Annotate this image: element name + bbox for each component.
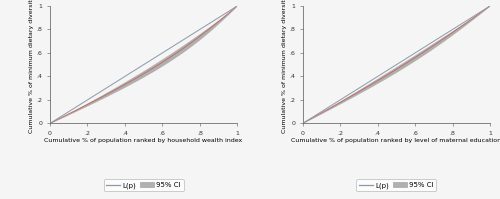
Legend: L(p), 95% CI: L(p), 95% CI bbox=[104, 179, 184, 191]
Y-axis label: Cumulative % of minimum dietary diversity: Cumulative % of minimum dietary diversit… bbox=[282, 0, 287, 133]
Legend: L(p), 95% CI: L(p), 95% CI bbox=[356, 179, 436, 191]
X-axis label: Cumulative % of population ranked by household wealth index: Cumulative % of population ranked by hou… bbox=[44, 138, 242, 143]
Y-axis label: Cumulative % of minimum dietary diversity: Cumulative % of minimum dietary diversit… bbox=[30, 0, 35, 133]
X-axis label: Cumulative % of population ranked by level of maternal education: Cumulative % of population ranked by lev… bbox=[292, 138, 500, 143]
